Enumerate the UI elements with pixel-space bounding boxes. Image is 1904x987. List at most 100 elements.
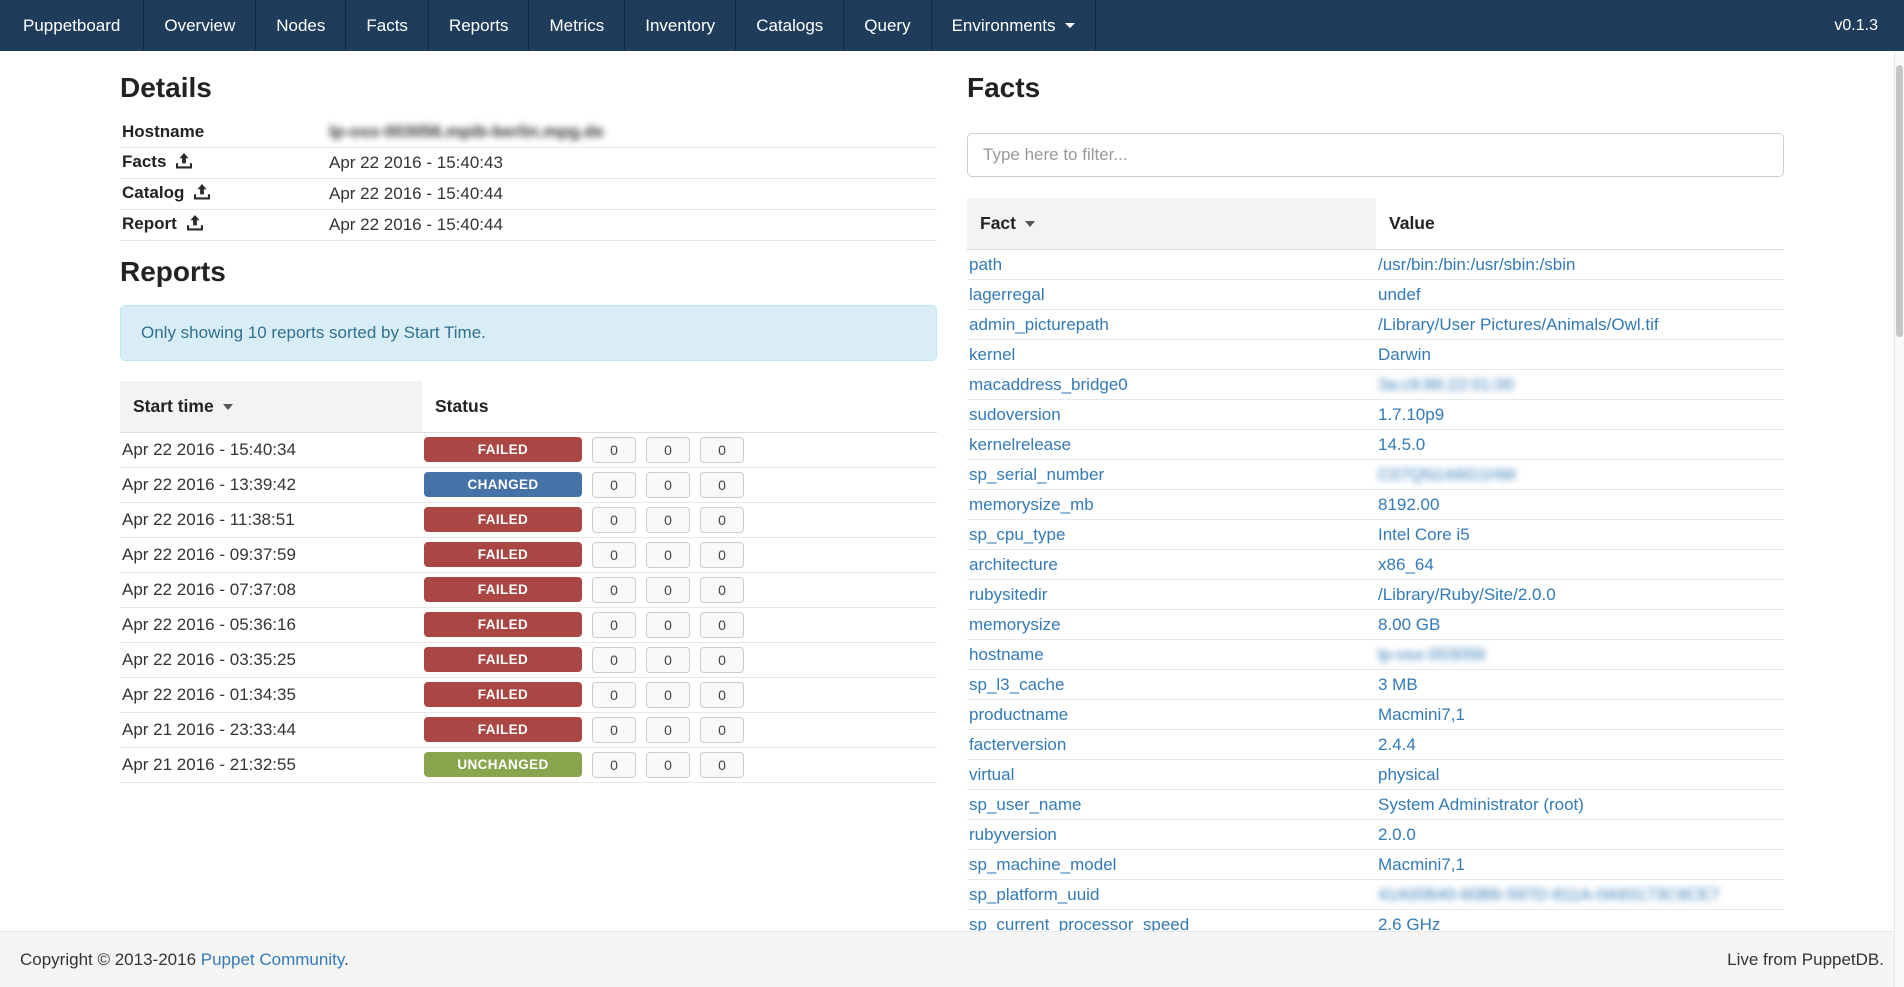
report-status-badge[interactable]: UNCHANGED: [424, 752, 582, 777]
fact-name-link[interactable]: path: [969, 254, 1003, 274]
report-count: 0: [700, 436, 744, 463]
nav-item-query[interactable]: Query: [844, 0, 932, 51]
fact-value-link[interactable]: 14.5.0: [1378, 434, 1426, 454]
footer-copyright-text: Copyright © 2013-2016: [20, 949, 201, 969]
fact-name-link[interactable]: admin_picturepath: [969, 314, 1109, 334]
fact-name-link[interactable]: sp_machine_model: [969, 854, 1117, 874]
report-status-badge[interactable]: FAILED: [424, 647, 582, 672]
nav-item-reports[interactable]: Reports: [429, 0, 530, 51]
report-start-time: Apr 22 2016 - 15:40:34: [120, 432, 422, 468]
fact-value-link[interactable]: C07QN1A6G1HW: [1378, 464, 1516, 484]
report-count: 0: [592, 681, 636, 708]
fact-name-link[interactable]: facterversion: [969, 734, 1067, 754]
reports-col-start-time[interactable]: Start time: [120, 380, 422, 433]
fact-row: rubyversion 2.0.0: [967, 819, 1784, 850]
upload-icon[interactable]: [176, 152, 193, 174]
facts-col-value[interactable]: Value: [1376, 198, 1784, 250]
scrollbar-track[interactable]: [1894, 51, 1904, 987]
report-status-badge[interactable]: FAILED: [424, 577, 582, 602]
details-row: Hostname lp-osx-003056.mpib-berlin.mpg.d…: [120, 117, 937, 148]
report-count: 0: [646, 541, 690, 568]
fact-name-link[interactable]: sp_serial_number: [969, 464, 1105, 484]
nav-item-metrics[interactable]: Metrics: [529, 0, 626, 51]
facts-filter-input[interactable]: [967, 133, 1784, 177]
report-count: 0: [646, 681, 690, 708]
nav-item-inventory[interactable]: Inventory: [625, 0, 737, 51]
report-status-badge[interactable]: FAILED: [424, 717, 582, 742]
fact-value-link[interactable]: /usr/bin:/bin:/usr/sbin:/sbin: [1378, 254, 1576, 274]
report-count: 0: [700, 471, 744, 498]
fact-name-link[interactable]: kernel: [969, 344, 1016, 364]
facts-col-fact[interactable]: Fact: [967, 198, 1376, 250]
fact-value-link[interactable]: 3 MB: [1378, 674, 1418, 694]
details-row-value: Apr 22 2016 - 15:40:44: [327, 209, 937, 241]
report-start-time: Apr 21 2016 - 21:32:55: [120, 747, 422, 783]
fact-value-link[interactable]: 41A00640-60B6-597D-811A-0A93173C9CE7: [1378, 884, 1720, 904]
puppet-community-link[interactable]: Puppet Community: [200, 949, 345, 969]
fact-value-link[interactable]: physical: [1378, 764, 1440, 784]
report-status-badge[interactable]: FAILED: [424, 542, 582, 567]
fact-value-link[interactable]: 8192.00: [1378, 494, 1440, 514]
fact-name-link[interactable]: productname: [969, 704, 1069, 724]
fact-name-link[interactable]: sp_current_processor_speed: [969, 914, 1190, 932]
report-status-badge[interactable]: FAILED: [424, 507, 582, 532]
fact-name-link[interactable]: virtual: [969, 764, 1015, 784]
fact-name-link[interactable]: hostname: [969, 644, 1044, 664]
nav-item-environments[interactable]: Environments: [932, 0, 1096, 51]
fact-row: sp_cpu_type Intel Core i5: [967, 519, 1784, 550]
fact-value-link[interactable]: 8.00 GB: [1378, 614, 1441, 634]
nav-item-overview[interactable]: Overview: [144, 0, 257, 51]
fact-row: architecture x86_64: [967, 549, 1784, 580]
fact-name-link[interactable]: lagerregal: [969, 284, 1045, 304]
fact-name-link[interactable]: memorysize: [969, 614, 1061, 634]
fact-name-link[interactable]: macaddress_bridge0: [969, 374, 1128, 394]
report-status-badge[interactable]: CHANGED: [424, 472, 582, 497]
nav-item-nodes[interactable]: Nodes: [256, 0, 347, 51]
fact-row: sp_current_processor_speed 2.6 GHz: [967, 909, 1784, 932]
fact-row: sp_user_name System Administrator (root): [967, 789, 1784, 820]
fact-value-link[interactable]: 2.0.0: [1378, 824, 1416, 844]
footer: Copyright © 2013-2016 Puppet Community. …: [0, 931, 1904, 987]
fact-name-link[interactable]: sp_user_name: [969, 794, 1082, 814]
upload-icon[interactable]: [194, 183, 211, 205]
nav-item-facts[interactable]: Facts: [346, 0, 429, 51]
fact-name-link[interactable]: rubyversion: [969, 824, 1057, 844]
fact-value-link[interactable]: System Administrator (root): [1378, 794, 1584, 814]
fact-value-link[interactable]: Macmini7,1: [1378, 704, 1465, 724]
report-count: 0: [592, 541, 636, 568]
nav-item-catalogs[interactable]: Catalogs: [736, 0, 845, 51]
scrollbar-thumb[interactable]: [1896, 65, 1903, 337]
report-status-badge[interactable]: FAILED: [424, 612, 582, 637]
reports-col-status[interactable]: Status: [422, 380, 937, 433]
fact-value-link[interactable]: Macmini7,1: [1378, 854, 1465, 874]
navbar-brand[interactable]: Puppetboard: [0, 0, 145, 51]
fact-value-link[interactable]: 3a:c9:86:22:01:00: [1378, 374, 1515, 394]
report-status-badge[interactable]: FAILED: [424, 682, 582, 707]
fact-value-link[interactable]: 1.7.10p9: [1378, 404, 1445, 424]
fact-value-link[interactable]: Darwin: [1378, 344, 1431, 364]
fact-name-link[interactable]: sp_platform_uuid: [969, 884, 1100, 904]
fact-value-link[interactable]: x86_64: [1378, 554, 1434, 574]
details-section: Details Hostname lp-osx-003056.mpib-berl…: [120, 71, 937, 931]
fact-value-link[interactable]: 2.6 GHz: [1378, 914, 1441, 932]
fact-name-link[interactable]: sudoversion: [969, 404, 1061, 424]
fact-name-link[interactable]: rubysitedir: [969, 584, 1048, 604]
fact-name-link[interactable]: memorysize_mb: [969, 494, 1094, 514]
fact-value-link[interactable]: 2.4.4: [1378, 734, 1416, 754]
fact-name-link[interactable]: kernelrelease: [969, 434, 1072, 454]
fact-name-link[interactable]: sp_cpu_type: [969, 524, 1066, 544]
fact-row: sp_serial_number C07QN1A6G1HW: [967, 459, 1784, 490]
report-status-badge[interactable]: FAILED: [424, 437, 582, 462]
report-count: 0: [592, 471, 636, 498]
fact-value-link[interactable]: Intel Core i5: [1378, 524, 1470, 544]
fact-row: sp_l3_cache 3 MB: [967, 669, 1784, 700]
fact-value-link[interactable]: /Library/User Pictures/Animals/Owl.tif: [1378, 314, 1659, 334]
facts-header-row: Fact Value: [967, 198, 1784, 250]
fact-value-link[interactable]: undef: [1378, 284, 1421, 304]
report-start-time: Apr 22 2016 - 09:37:59: [120, 537, 422, 573]
fact-value-link[interactable]: /Library/Ruby/Site/2.0.0: [1378, 584, 1556, 604]
upload-icon[interactable]: [186, 214, 203, 236]
fact-name-link[interactable]: architecture: [969, 554, 1058, 574]
fact-name-link[interactable]: sp_l3_cache: [969, 674, 1065, 694]
fact-value-link[interactable]: lp-osx-003056: [1378, 644, 1486, 664]
